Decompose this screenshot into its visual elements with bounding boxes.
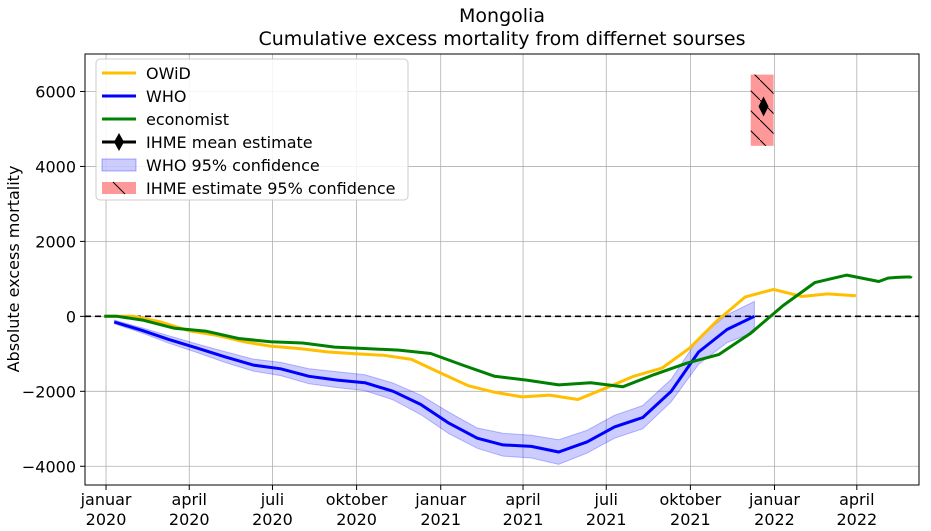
x-tick-label: januar: [80, 490, 132, 509]
y-tick-label: −2000: [22, 382, 76, 401]
legend-who-band: WHO 95% confidence: [101, 156, 320, 175]
y-tick-label: 2000: [35, 232, 76, 251]
plot-frame: [84, 53, 920, 486]
y-tick-label: 6000: [35, 82, 76, 101]
owid-line: [106, 287, 856, 401]
x-tick-label: april: [172, 490, 207, 509]
legend-label: IHME estimate 95% confidence: [146, 179, 395, 198]
legend-owid: OWiD: [102, 64, 191, 83]
axes: −4000−20000200040006000januar2020april20…: [22, 82, 877, 529]
ihme-mean-marker: [758, 96, 769, 117]
x-tick-label: 2021: [420, 510, 461, 529]
x-tick-label: oktober: [660, 490, 722, 509]
chart-title: Mongolia: [459, 5, 545, 27]
legend-hatch: [112, 181, 126, 195]
legend-marker: [114, 133, 124, 151]
legend-swatch: [101, 158, 137, 172]
legend-ihme-band: IHME estimate 95% confidence: [102, 179, 395, 198]
y-axis-label: Absolute excess mortality: [4, 166, 23, 373]
x-tick-label: juli: [594, 490, 618, 509]
x-tick-label: 2021: [670, 510, 711, 529]
legend: OWiD WHO economist IHME mean estimate WHO 95…: [95, 58, 409, 201]
x-tick-label: 2020: [86, 510, 127, 529]
legend-label: economist: [146, 110, 229, 129]
legend-label: OWiD: [146, 64, 191, 83]
x-tick-label: 2020: [252, 510, 293, 529]
plot-area: [85, 74, 919, 465]
legend-label: WHO 95% confidence: [146, 156, 320, 175]
x-tick-label: 2021: [586, 510, 627, 529]
x-tick-label: juli: [260, 490, 284, 509]
x-tick-label: 2020: [336, 510, 377, 529]
legend-label: WHO: [146, 87, 186, 106]
legend-box: [95, 58, 409, 201]
x-tick-label: januar: [748, 490, 800, 509]
y-tick-label: −4000: [22, 457, 76, 476]
y-tick-label: 0: [66, 307, 76, 326]
x-tick-label: 2020: [169, 510, 210, 529]
x-tick-label: 2022: [836, 510, 877, 529]
y-tick-label: 4000: [35, 157, 76, 176]
titles: Mongolia Cumulative excess mortality fro…: [259, 5, 746, 50]
legend-label: IHME mean estimate: [146, 133, 313, 152]
legend-economist: economist: [102, 110, 229, 129]
x-tick-label: 2021: [503, 510, 544, 529]
x-tick-label: 2022: [754, 510, 795, 529]
x-tick-label: oktober: [326, 490, 388, 509]
who-line: [113, 314, 756, 454]
who-confidence-band: [113, 300, 755, 465]
economist-line: [104, 273, 913, 389]
x-tick-label: januar: [414, 490, 466, 509]
x-tick-label: april: [505, 490, 540, 509]
x-tick-label: april: [839, 490, 874, 509]
legend-ihme-mean: IHME mean estimate: [102, 133, 313, 152]
chart-subtitle: Cumulative excess mortality from differn…: [259, 28, 746, 50]
legend-who: WHO: [102, 87, 186, 106]
